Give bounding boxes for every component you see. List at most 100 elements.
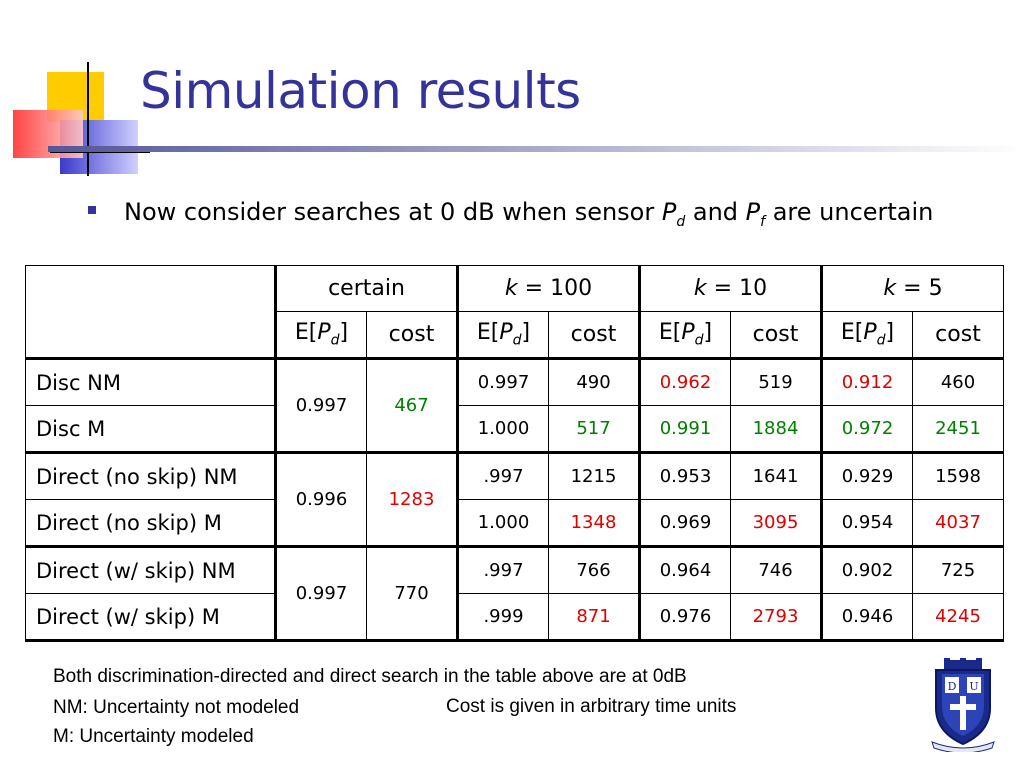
certain-epd-cell: 0.997 (275, 546, 367, 642)
pd-symbol: P (499, 320, 513, 346)
cell-k10-cost: 1641 (730, 452, 823, 500)
pd-subscript: d (676, 213, 686, 230)
cell-k10-epd: 0.962 (639, 358, 731, 406)
table-row: Direct (w/ skip) NM 0.997 770.997 766 0.964 7… (25, 546, 1004, 642)
subheader-epd-k100: E[Pd] (457, 311, 549, 360)
cell-k100-cost: 871 (548, 593, 641, 642)
table-corner-cell (25, 265, 277, 360)
cell-k5-epd: 0.929 (821, 452, 913, 500)
note-nm-definition: NM: Uncertainty not modeled (53, 697, 300, 718)
cell-k100-epd: .997 (457, 546, 549, 594)
header-certain: certain (275, 265, 459, 312)
certain-cost-cell: 770 (366, 546, 459, 642)
cell-k100-cost: 1215 (548, 452, 641, 500)
subheader-cost-certain: cost (366, 311, 459, 360)
expectation-open: E[ (840, 320, 864, 346)
pd-symbol: P (863, 320, 877, 346)
table-row: Direct (no skip) NM 0.996 1283.997 1215 0.95… (25, 452, 1004, 548)
cell-k100-epd: .999 (457, 593, 549, 642)
expectation-open: E[ (658, 320, 682, 346)
bullet-text-and: and (685, 198, 746, 226)
k-value: = 100 (517, 276, 593, 301)
cell-k10-cost: 2793 (730, 593, 823, 642)
cell-k100-epd: 1.000 (457, 499, 549, 548)
title-underline (48, 146, 1024, 152)
cell-k100-epd: .997 (457, 452, 549, 500)
subheader-cost-k10: cost (730, 311, 823, 360)
cell-k10-epd: 0.976 (639, 593, 731, 642)
cell-k5-epd: 0.954 (821, 499, 913, 548)
row-label: Direct (w/ skip) NM (25, 546, 277, 594)
table-row: Direct (no skip) M 1.000 1348 0.969 3095 0.95… (25, 499, 1004, 548)
expectation-close: ] (339, 320, 349, 346)
pd-subscript: d (694, 332, 704, 349)
note-cost-units: Cost is given in arbitrary time units (446, 696, 737, 717)
k-value: = 5 (896, 276, 943, 301)
cell-k5-cost: 2451 (912, 405, 1004, 454)
expectation-close: ] (885, 320, 895, 346)
cell-k10-epd: 0.953 (639, 452, 731, 500)
pd-symbol: P (681, 320, 695, 346)
pd-symbol: P (661, 198, 677, 226)
header-k10: k = 10 (639, 265, 823, 312)
expectation-close: ] (703, 320, 713, 346)
note-line-1: Both discrimination-directed and direct … (53, 666, 687, 687)
bullet-point: Now consider searches at 0 dB when senso… (88, 198, 933, 230)
duke-university-shield-icon: D U (931, 658, 995, 752)
row-label: Direct (no skip) NM (25, 452, 277, 500)
pf-subscript: f (760, 213, 766, 230)
header-k100: k = 100 (457, 265, 641, 312)
k-symbol: k (504, 276, 518, 301)
cell-k100-cost: 490 (548, 358, 641, 406)
table-row: Disc M 1.000 517 0.991 1884 0.972 2451 (25, 405, 1004, 454)
subheader-epd-certain: E[Pd] (275, 311, 367, 360)
row-label: Disc NM (25, 358, 277, 406)
certain-epd-cell: 0.996 (275, 452, 367, 548)
cell-k10-epd: 0.969 (639, 499, 731, 548)
cell-k5-epd: 0.902 (821, 546, 913, 594)
cell-k5-epd: 0.972 (821, 405, 913, 454)
svg-text:D: D (948, 680, 957, 693)
table-row: Direct (w/ skip) M .999 871 0.976 2793 0.946 4… (25, 593, 1004, 642)
bullet-text-start: Now consider searches at 0 dB when senso… (124, 198, 662, 226)
subheader-epd-k5: E[Pd] (821, 311, 913, 360)
pd-symbol: P (317, 320, 331, 346)
cell-k10-cost: 3095 (730, 499, 823, 548)
pd-subscript: d (330, 332, 340, 349)
table-row: Disc NM 0.997 467 0.997 490 0.962 519 0.912 460 (25, 358, 1004, 454)
bullet-text-end: are uncertain (765, 198, 934, 226)
k-symbol: k (693, 276, 707, 301)
cell-k100-epd: 1.000 (457, 405, 549, 454)
pd-subscript: d (512, 332, 522, 349)
cell-k5-cost: 1598 (912, 452, 1004, 500)
subheader-epd-k10: E[Pd] (639, 311, 731, 360)
certain-cost-cell: 1283 (366, 452, 459, 548)
expectation-open: E[ (476, 320, 500, 346)
cell-k5-cost: 460 (912, 358, 1004, 406)
cell-k5-cost: 725 (912, 546, 1004, 594)
cell-k100-epd: 0.997 (457, 358, 549, 406)
subheader-cost-k5: cost (912, 311, 1004, 360)
cell-k5-epd: 0.946 (821, 593, 913, 642)
certain-epd-cell: 0.997 (275, 358, 367, 454)
svg-text:U: U (969, 680, 978, 693)
cell-k10-epd: 0.991 (639, 405, 731, 454)
subheader-cost-k100: cost (548, 311, 641, 360)
cell-k5-cost: 4245 (912, 593, 1004, 642)
expectation-open: E[ (294, 320, 318, 346)
pd-subscript: d (876, 332, 886, 349)
row-label: Direct (no skip) M (25, 499, 277, 548)
certain-cost-cell: 467 (366, 358, 459, 454)
slide-title: Simulation results (140, 62, 581, 120)
row-label: Disc M (25, 405, 277, 454)
cell-k10-epd: 0.964 (639, 546, 731, 594)
pf-symbol: P (745, 198, 761, 226)
cell-k100-cost: 1348 (548, 499, 641, 548)
cell-k100-cost: 766 (548, 546, 641, 594)
row-label: Direct (w/ skip) M (25, 593, 277, 642)
table-body: Disc NM 0.997 467 0.997 490 0.962 519 0.912 460 D… (25, 358, 1004, 642)
note-m-definition: M: Uncertainty modeled (53, 726, 254, 747)
results-table: certain k = 100 k = 10 k = 5 E[Pd] cost E[… (25, 265, 1004, 642)
cell-k100-cost: 517 (548, 405, 641, 454)
expectation-close: ] (521, 320, 531, 346)
